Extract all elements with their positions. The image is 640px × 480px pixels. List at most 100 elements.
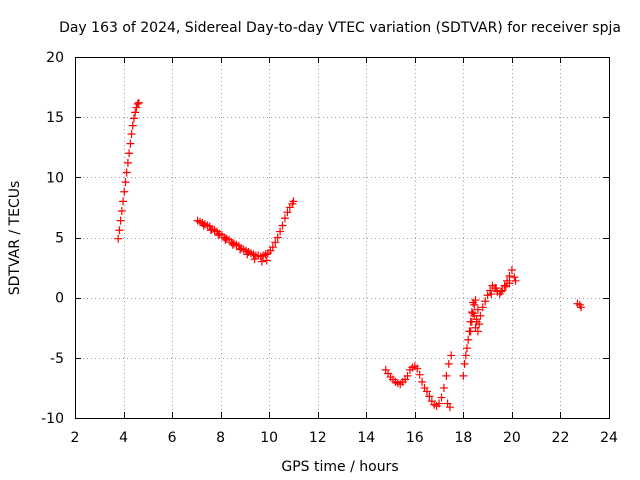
- data-point: [447, 351, 456, 360]
- y-tick-label: 0: [55, 291, 64, 307]
- grid-lines: [75, 57, 609, 418]
- data-point: [437, 393, 446, 402]
- data-point: [467, 317, 476, 326]
- data-point: [415, 370, 424, 379]
- chart-title: Day 163 of 2024, Sidereal Day-to-day VTE…: [59, 20, 621, 36]
- data-point: [129, 114, 138, 123]
- x-tick-label: 4: [119, 430, 128, 446]
- x-tick-label: 18: [454, 430, 472, 446]
- data-point: [276, 227, 285, 236]
- data-point: [481, 297, 490, 306]
- data-point: [446, 403, 455, 412]
- data-point: [473, 327, 482, 336]
- data-point: [127, 130, 136, 139]
- data-point: [475, 320, 484, 329]
- y-tick-label: 5: [55, 231, 64, 247]
- y-tick-label: -5: [50, 351, 64, 367]
- data-point: [461, 351, 470, 360]
- data-point: [257, 257, 266, 266]
- data-point: [119, 197, 128, 206]
- x-tick-label: 10: [260, 430, 278, 446]
- data-point: [199, 221, 208, 230]
- x-tick-label: 2: [71, 430, 80, 446]
- data-point: [126, 139, 135, 148]
- y-axis-label: SDTVAR / TECUs: [7, 181, 23, 296]
- data-point: [501, 282, 510, 291]
- data-point: [577, 303, 586, 312]
- data-point: [131, 108, 140, 117]
- data-point: [271, 238, 280, 247]
- data-point: [278, 221, 287, 230]
- data-point: [483, 291, 492, 300]
- data-point: [435, 399, 444, 408]
- data-points: [114, 98, 586, 412]
- x-tick-label: 8: [216, 430, 225, 446]
- data-point: [221, 235, 230, 244]
- y-tick-label: 20: [46, 50, 64, 66]
- data-point: [120, 187, 129, 196]
- data-point: [463, 344, 472, 353]
- x-axis-ticks: 2 4 6 8 10 12 14 16 18 20 22 24: [71, 57, 618, 446]
- data-point: [511, 276, 520, 285]
- data-point: [262, 256, 271, 265]
- data-point: [472, 315, 481, 324]
- x-tick-label: 22: [552, 430, 570, 446]
- x-tick-label: 20: [503, 430, 521, 446]
- data-point: [425, 392, 434, 401]
- y-tick-label: 15: [46, 110, 64, 126]
- data-point: [442, 371, 451, 380]
- data-point: [510, 273, 519, 282]
- data-point: [280, 214, 289, 223]
- data-point: [228, 240, 237, 249]
- data-point: [114, 234, 123, 243]
- x-tick-label: 12: [309, 430, 327, 446]
- data-point: [487, 290, 496, 299]
- data-point: [471, 296, 480, 305]
- data-point: [125, 149, 134, 158]
- data-point: [444, 359, 453, 368]
- data-point: [500, 281, 509, 290]
- y-axis-ticks: -10 -5 0 5 10 15 20: [41, 50, 609, 427]
- data-point: [214, 231, 223, 240]
- data-point: [505, 279, 514, 288]
- data-point: [466, 327, 475, 336]
- data-point: [469, 309, 478, 318]
- data-point: [470, 300, 479, 309]
- x-tick-label: 6: [168, 430, 177, 446]
- data-point: [243, 250, 252, 259]
- data-point: [486, 286, 495, 295]
- data-point: [283, 208, 292, 217]
- data-point: [273, 233, 282, 242]
- data-point: [117, 207, 126, 216]
- data-point: [403, 371, 412, 380]
- data-point: [206, 226, 215, 235]
- data-point: [128, 121, 137, 130]
- x-tick-label: 24: [600, 430, 618, 446]
- data-point: [413, 364, 422, 373]
- data-point: [133, 99, 142, 108]
- y-tick-label: -10: [41, 411, 64, 427]
- data-point: [268, 243, 277, 252]
- data-point: [460, 359, 469, 368]
- data-point: [116, 216, 125, 225]
- y-tick-label: 10: [46, 170, 64, 186]
- x-axis-label: GPS time / hours: [281, 459, 398, 475]
- data-point: [476, 311, 485, 320]
- data-point: [123, 158, 132, 167]
- data-point: [422, 387, 431, 396]
- data-point: [439, 383, 448, 392]
- data-point: [250, 255, 259, 264]
- data-point: [492, 284, 501, 293]
- x-tick-label: 16: [406, 430, 424, 446]
- data-point: [459, 371, 468, 380]
- data-point: [289, 197, 298, 206]
- data-point: [236, 245, 245, 254]
- x-tick-label: 14: [357, 430, 375, 446]
- data-point: [464, 335, 473, 344]
- data-point: [115, 226, 124, 235]
- data-point: [473, 305, 482, 314]
- data-point: [134, 98, 143, 107]
- data-point: [505, 272, 514, 281]
- data-point: [498, 286, 507, 295]
